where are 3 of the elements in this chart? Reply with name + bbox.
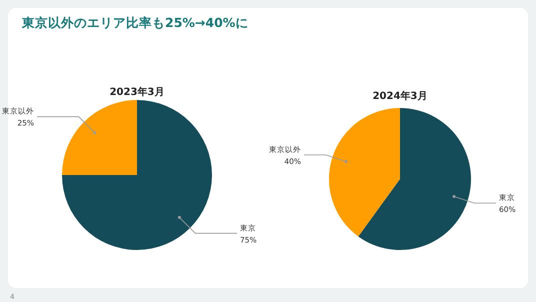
text: 東京以外のエリア比率も25%→40%に — [21, 15, 248, 30]
chart-title: 2023年3月 — [110, 86, 164, 98]
chart-title: 2024年3月 — [372, 90, 428, 102]
